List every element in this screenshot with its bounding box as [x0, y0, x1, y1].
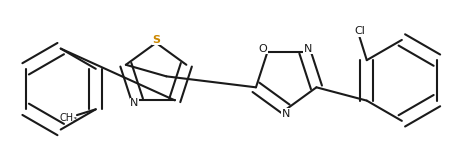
Text: N: N [130, 98, 139, 108]
Text: S: S [152, 35, 160, 45]
Text: Cl: Cl [353, 26, 364, 36]
Text: N: N [281, 109, 290, 119]
Text: N: N [303, 44, 311, 54]
Text: O: O [258, 44, 267, 54]
Text: CH₃: CH₃ [59, 113, 77, 123]
